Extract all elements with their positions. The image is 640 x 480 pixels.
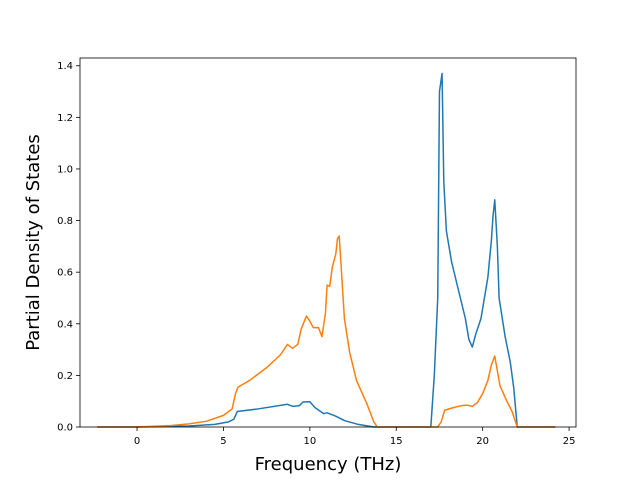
series-line-2 (97, 235, 556, 428)
y-tick-label: 1.0 (57, 164, 73, 175)
y-tick-label: 0.0 (57, 423, 73, 434)
x-tick-label: 10 (303, 436, 316, 447)
y-tick-label: 0.2 (57, 371, 73, 382)
x-tick-label: 0 (134, 436, 140, 447)
x-tick-label: 15 (390, 436, 403, 447)
x-axis-ticks: 0 5 10 15 20 25 (134, 427, 576, 447)
plot-lines (97, 72, 556, 428)
y-tick-label: 1.4 (57, 61, 73, 72)
x-tick-label: 5 (220, 436, 226, 447)
x-tick-label: 25 (563, 436, 576, 447)
axes-frame (79, 57, 577, 428)
series-line-1 (97, 72, 556, 428)
y-tick-label: 0.8 (57, 216, 73, 227)
x-axis-label: Frequency (THz) (255, 454, 402, 475)
y-tick-label: 0.6 (57, 268, 73, 279)
y-tick-label: 1.2 (57, 113, 73, 124)
y-tick-label: 0.4 (57, 319, 73, 330)
x-tick-label: 20 (476, 436, 489, 447)
y-axis-label: Partial Density of States (23, 134, 44, 351)
y-axis-ticks: 0.0 0.2 0.4 0.6 0.8 1.0 1.2 1.4 (57, 61, 80, 434)
